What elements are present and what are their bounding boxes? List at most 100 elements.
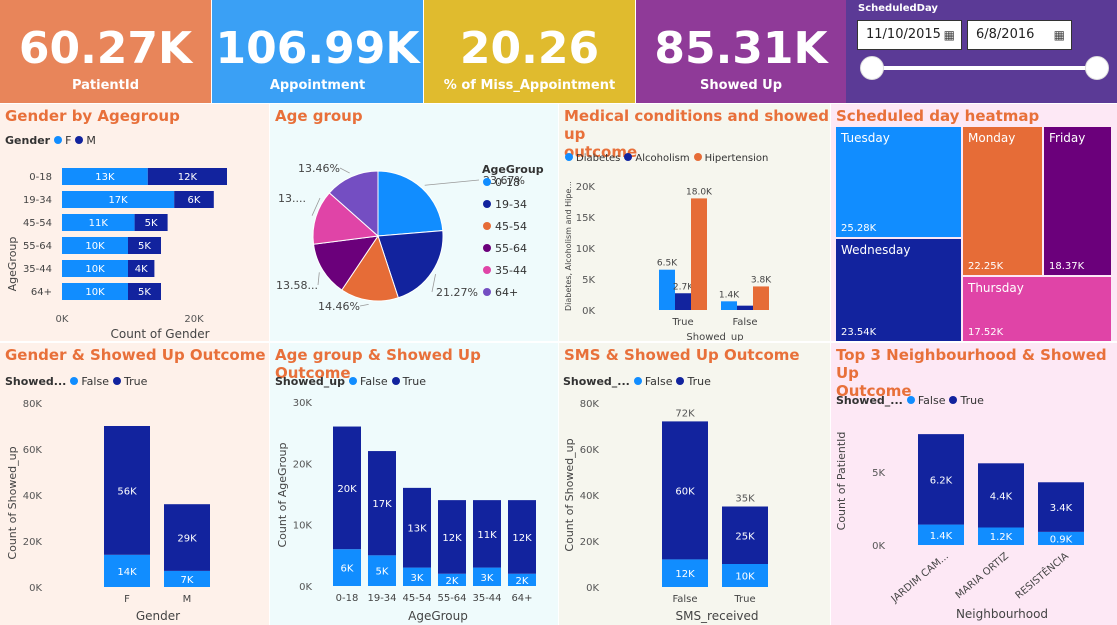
data-label: 11K [477,530,497,541]
bar-segment[interactable] [62,168,148,185]
y-tick: 60K [580,445,600,456]
range-end-handle[interactable] [1085,56,1109,80]
data-label: 5K [138,241,151,252]
legend-marker [565,153,573,161]
start-date-input[interactable]: 11/10/2015 ▦ [857,20,962,50]
legend-marker [483,266,491,274]
bar-segment[interactable] [722,506,768,565]
bar-segment[interactable] [104,426,150,555]
treemap-cell-tuesday[interactable]: Tuesday 25.28K [836,127,961,237]
y-tick: 80K [580,399,600,410]
bar-segment[interactable] [333,426,361,550]
bar-segment[interactable] [508,573,536,586]
bar-segment[interactable] [62,237,128,254]
bar-segment[interactable] [1038,482,1084,532]
bar[interactable] [675,293,691,310]
bar-segment[interactable] [403,487,431,568]
chart-legend: Showed_up False True [275,375,426,388]
range-start-handle[interactable] [860,56,884,80]
panel-title: Top 3 Neighbourhood & Showed Up Outcome [836,346,1116,400]
bar-segment[interactable] [978,527,1024,545]
bar-segment[interactable] [662,559,708,587]
kpi-label: Showed Up [699,78,783,93]
pie-slice[interactable] [312,192,380,245]
bar-segment[interactable] [164,570,210,587]
calendar-icon[interactable]: ▦ [1053,28,1065,42]
legend-marker [624,153,633,161]
pie-slice[interactable] [341,234,399,302]
data-label: 14K [117,567,137,578]
bar-segment[interactable] [104,554,150,587]
y-tick: 15K [576,213,596,224]
treemap-cell-thursday[interactable]: Thursday 17.52K [963,277,1111,341]
scheduled-day-heatmap-panel: Scheduled day heatmap Tuesday 25.28K Mon… [831,104,1117,341]
data-label: 1.4K [930,531,953,542]
panel-title: Age group & Showed Up Outcome [275,346,481,382]
bar-segment[interactable] [438,573,466,586]
bar-segment[interactable] [473,567,501,586]
bar-segment[interactable] [134,214,168,231]
leader-line [431,274,436,293]
bar-segment[interactable] [978,463,1024,528]
bar[interactable] [691,198,707,310]
bar-segment[interactable] [333,549,361,586]
legend-item: 0-18 [495,176,520,189]
bar-segment[interactable] [128,260,155,277]
data-label: 17K [372,499,392,510]
pie-slice[interactable] [328,170,379,238]
data-label: 12K [675,569,695,580]
bar-segment[interactable] [722,564,768,587]
pie-slice[interactable] [312,235,380,291]
pie-slice[interactable] [377,170,444,237]
bar-segment[interactable] [918,524,964,545]
treemap-cell-friday[interactable]: Friday 18.37K [1044,127,1111,275]
bar-segment[interactable] [473,500,501,568]
treemap-cell-monday[interactable]: Monday 22.25K [963,127,1042,275]
bar[interactable] [737,305,753,310]
x-tick: F [124,594,130,605]
data-label: 10K [735,572,755,583]
treemap-cell-wednesday[interactable]: Wednesday 23.54K [836,239,961,341]
y-tick: 0-18 [29,172,52,183]
bar[interactable] [659,269,675,310]
legend-marker [483,222,491,230]
panel-title-line1: Top 3 Neighbourhood & Showed Up [836,346,1107,382]
bar-segment[interactable] [368,555,396,586]
bar-segment[interactable] [368,451,396,556]
bar-segment[interactable] [62,214,135,231]
legend-title: Showed... [5,375,67,388]
bar-segment[interactable] [147,168,227,185]
kpi-card-patientid: 60.27K PatientId [0,0,211,103]
x-tick: 35-44 [472,593,501,604]
x-tick: True [671,317,693,328]
date-range-track[interactable] [870,66,1096,70]
y-tick: 0K [586,583,599,594]
bar-segment[interactable] [1038,531,1084,545]
x-tick: False [732,317,757,328]
bar-segment[interactable] [128,283,161,300]
bar-segment[interactable] [662,421,708,560]
x-tick: 64+ [511,593,532,604]
bar-segment[interactable] [508,500,536,574]
bar[interactable] [753,286,769,310]
gender-showed-up-bar-chart: Count of Showed_up Gender 0K 20K 40K 60K 80K… [6,399,210,623]
bar-segment[interactable] [164,504,210,571]
bar[interactable] [721,301,737,310]
chart-legend: Showed_... False True [563,375,711,388]
bar-segment[interactable] [403,567,431,586]
y-tick: 0K [582,306,595,317]
bar-segment[interactable] [62,191,175,208]
end-date-input[interactable]: 6/8/2016 ▦ [967,20,1072,50]
bar-segment[interactable] [918,434,964,525]
pie-slice[interactable] [377,230,444,299]
bar-segment[interactable] [62,283,128,300]
legend-item: True [402,375,427,388]
bar-segment[interactable] [174,191,214,208]
bar-segment[interactable] [438,500,466,574]
bar-segment[interactable] [62,260,128,277]
y-axis-title: Count of Showed_up [6,446,19,559]
calendar-icon[interactable]: ▦ [943,28,955,42]
y-tick: 10K [293,521,313,532]
slice-label: 13.46% [298,162,340,175]
bar-segment[interactable] [128,237,161,254]
